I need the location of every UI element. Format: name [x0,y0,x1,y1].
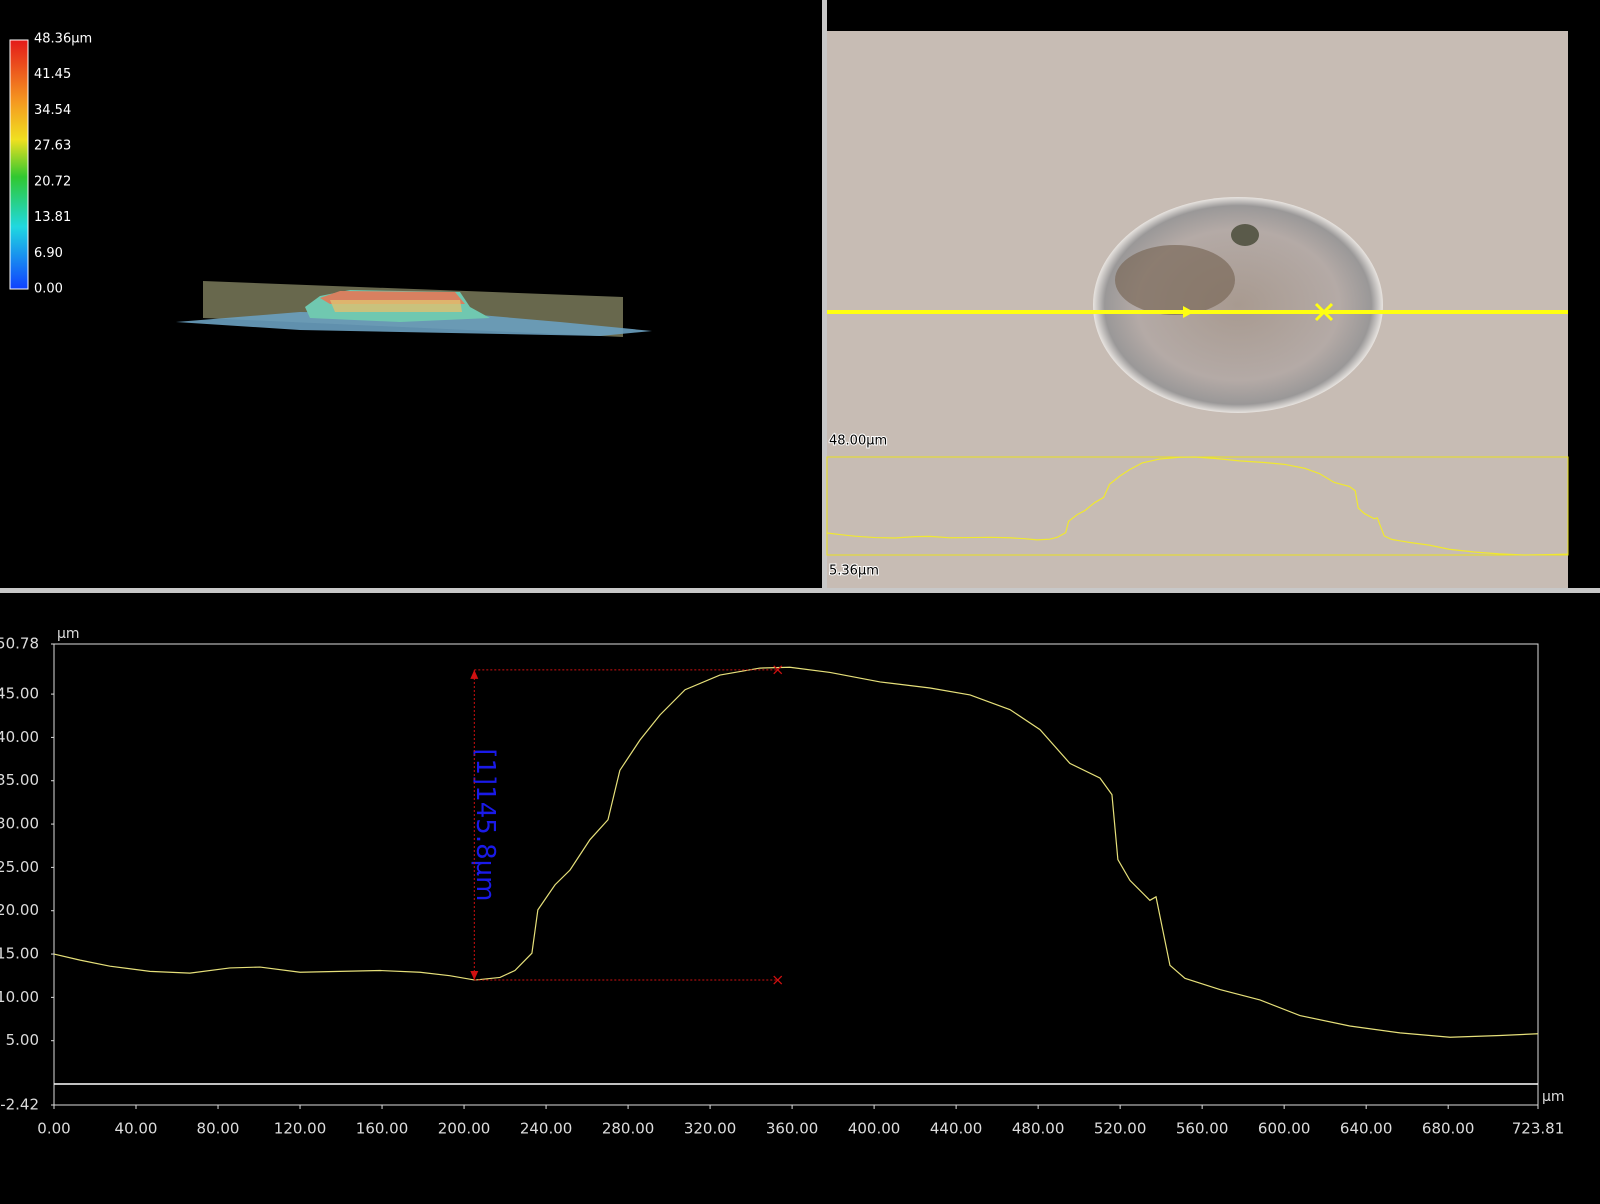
color-scale-label: 20.72 [34,174,71,189]
arrow-head [470,971,479,981]
measure-point [773,975,783,985]
color-scale-label: 13.81 [34,210,71,225]
color-scale-label: 6.90 [34,246,63,261]
y-tick-label: 35.00 [0,771,39,789]
color-scale-label: 0.00 [34,282,63,297]
x-tick-label: 520.00 [1094,1120,1147,1138]
x-tick-label: 40.00 [115,1120,158,1138]
separator [0,588,1600,593]
overlay-top-label: 48.00µm [829,434,887,449]
y-unit: µm [57,626,80,642]
x-tick-label: 280.00 [602,1120,655,1138]
pit-spot [1231,224,1259,246]
color-scale [9,39,29,290]
profile-line [53,666,1539,1038]
y-tick-label: 30.00 [0,815,39,833]
color-scale-labels: 48.36µm 41.45 34.54 27.63 20.72 13.81 6.90 0.00 [34,32,92,297]
x-tick-label: 560.00 [1176,1120,1229,1138]
plot-frame [53,643,1539,1106]
x-tick-label: 0.00 [37,1120,70,1138]
overlay-bottom-label: 5.36µm [829,564,879,579]
x-tick-label: 320.00 [684,1120,737,1138]
x-tick-label: 240.00 [520,1120,573,1138]
y-tick-label: -2.42 [0,1096,39,1114]
y-tick-label: 20.00 [0,901,39,919]
x-tick-label: 480.00 [1012,1120,1065,1138]
color-scale-label: 27.63 [34,139,71,154]
y-tick-label: 25.00 [0,858,39,876]
x-tick-label: 680.00 [1422,1120,1475,1138]
y-tick-label: 5.00 [6,1031,39,1049]
y-tick-label: 50.78 [0,635,39,653]
overlay-profile [826,456,1569,556]
separator [822,0,827,592]
x-tick-label: 600.00 [1258,1120,1311,1138]
profile-arrow [1183,306,1194,318]
measure-point [773,665,783,675]
x-tick-label: 200.00 [438,1120,491,1138]
arrow-head [470,669,479,679]
x-tick-label: 160.00 [356,1120,409,1138]
y-tick-label: 45.00 [0,685,39,703]
color-scale-label: 34.54 [34,103,71,118]
x-tick-label: 723.81 [1512,1120,1565,1138]
x-tick-label: 440.00 [930,1120,983,1138]
x-tick-label: 360.00 [766,1120,819,1138]
y-tick-label: 15.00 [0,945,39,963]
x-tick-label: 640.00 [1340,1120,1393,1138]
x-tick-label: 120.00 [274,1120,327,1138]
x-tick-label: 400.00 [848,1120,901,1138]
color-scale-label: 48.36µm [34,32,92,47]
color-scale-label: 41.45 [34,67,71,82]
surface-3d [176,281,652,337]
y-tick-label: 40.00 [0,728,39,746]
profile-marker [1314,302,1334,322]
x-unit: µm [1542,1089,1565,1105]
x-tick-label: 80.00 [197,1120,240,1138]
y-tick-label: 10.00 [0,988,39,1006]
pit-stain [1115,245,1235,315]
